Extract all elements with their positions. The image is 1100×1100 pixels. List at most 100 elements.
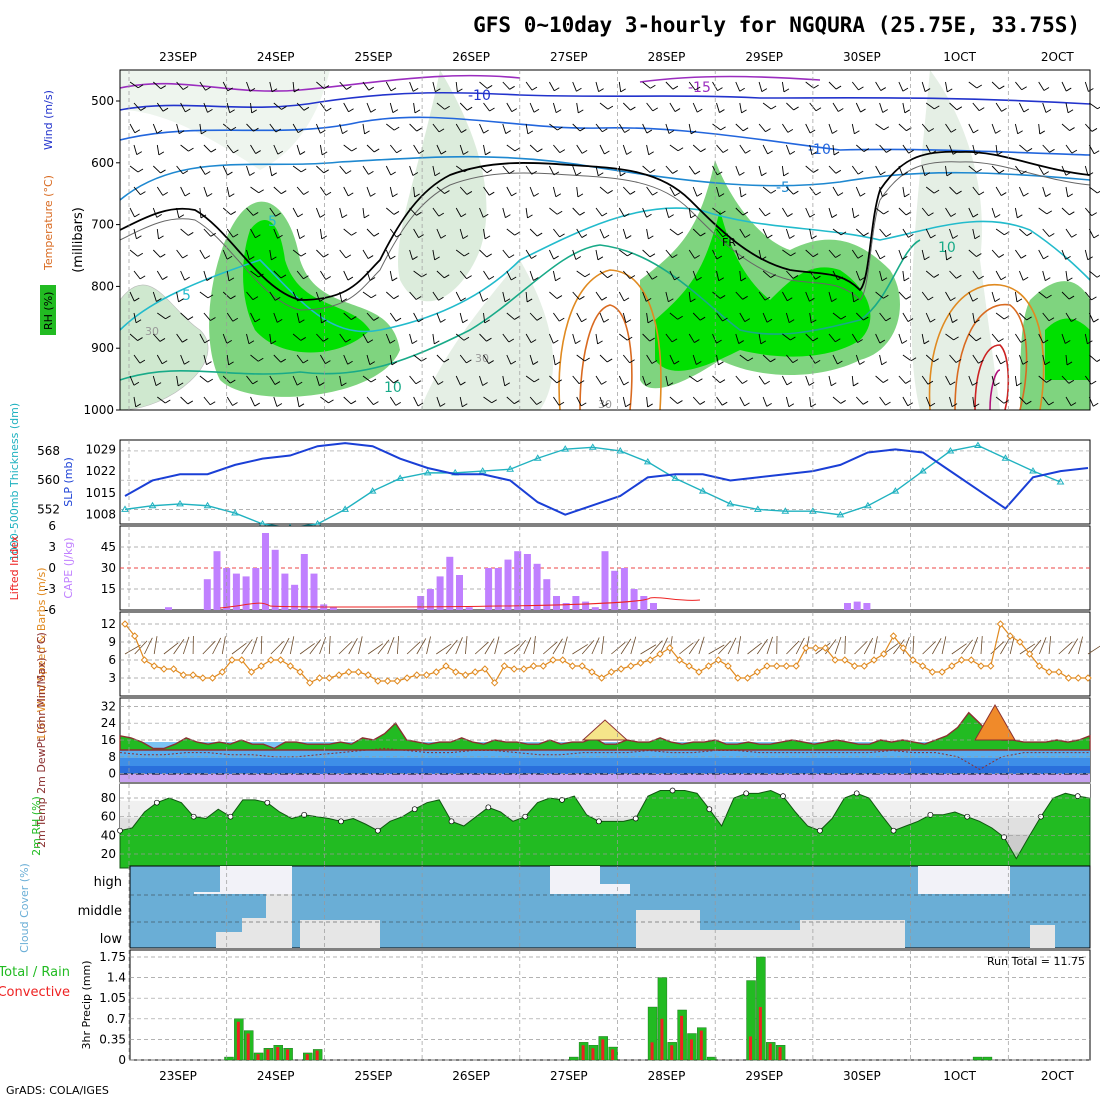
wind-barb <box>925 354 934 363</box>
wind10-barb <box>445 639 458 655</box>
wind-barb-flag <box>1016 298 1023 303</box>
wind-barb-flag <box>1093 318 1099 323</box>
wind-barb <box>945 123 952 133</box>
wind-barb <box>1038 249 1044 260</box>
wind-barb-flag <box>443 358 450 363</box>
wind-barb <box>1084 207 1093 216</box>
wind-barb-flag <box>934 105 940 110</box>
wind-barb <box>669 354 675 365</box>
wind-barb <box>343 144 352 152</box>
wind-barb-flag <box>323 169 329 174</box>
cloud-row-high: high <box>94 875 122 890</box>
wind-barb-flag <box>536 401 542 405</box>
wind-barb-flag <box>159 338 166 342</box>
wind10-barb <box>630 636 637 655</box>
wind-barb-flag <box>667 382 674 387</box>
wind-barb <box>459 312 464 323</box>
wind-barb <box>669 186 676 196</box>
wind-barb <box>669 102 676 112</box>
y-tick: 560 <box>37 473 60 487</box>
wind-barb <box>921 333 925 344</box>
wind-point <box>704 662 713 670</box>
wind-point <box>218 668 226 676</box>
wind-barb <box>712 375 721 384</box>
rh-point <box>706 806 713 813</box>
y-tick: 6 <box>48 519 56 533</box>
wind-barb-flag <box>677 147 684 152</box>
wind-barb-flag <box>860 108 866 113</box>
cape-label: CAPE (J/kg) <box>62 537 75 598</box>
wind-barb <box>855 228 864 237</box>
wind-barb <box>1019 312 1027 321</box>
wind-barb <box>735 333 740 344</box>
rh-point <box>1074 793 1081 799</box>
wind-barb <box>199 333 205 344</box>
wind-barb <box>716 354 719 365</box>
y-tick: 6 <box>108 653 116 667</box>
wind-barb <box>432 333 435 344</box>
y-tick: 3 <box>48 540 56 554</box>
wind-barb-flag <box>648 151 654 156</box>
wind-barb <box>786 102 794 111</box>
wind-barb <box>968 375 973 386</box>
wind-barb-flag <box>390 87 397 92</box>
wind-barb-flag <box>738 340 744 344</box>
wind-barb-flag <box>1065 171 1072 176</box>
wind-barb-flag <box>949 381 956 386</box>
wind10-barb <box>562 636 568 655</box>
wind-barb-flag <box>603 318 609 323</box>
rh-point <box>117 827 123 834</box>
rh-point <box>927 811 934 818</box>
wind-barb <box>129 207 135 218</box>
wind-barb <box>455 291 462 302</box>
date-label: 30SEP <box>843 50 881 64</box>
wind-barb <box>385 333 391 344</box>
wind-barb <box>921 375 929 385</box>
wind-barb-flag <box>976 253 982 257</box>
wind-barb-flag <box>813 169 819 173</box>
wind-barb <box>432 291 439 301</box>
wind-barb-flag <box>275 297 281 301</box>
wind-barb <box>1084 165 1089 176</box>
wind-barb <box>483 354 490 364</box>
wind-barb-flag <box>604 150 610 155</box>
wind-barb <box>180 312 189 321</box>
wind-barb-flag <box>251 109 257 114</box>
wind-barb-flag <box>697 378 703 383</box>
wind-barb-flag <box>440 318 446 323</box>
wind-barb-flag <box>972 381 978 386</box>
wind-point <box>870 656 878 664</box>
wind-barb <box>483 228 486 239</box>
wind-barb <box>805 375 810 386</box>
wind-barb-flag <box>742 295 748 300</box>
wind-barb <box>785 396 790 407</box>
cape-bar <box>242 576 250 610</box>
wind-barb <box>595 375 602 385</box>
wind-barb-flag <box>690 298 696 303</box>
wind-barb-flag <box>319 213 326 218</box>
wind-barb-flag <box>783 172 789 177</box>
wind-barb <box>152 207 158 218</box>
wind-barb <box>599 312 605 323</box>
wind-barb <box>875 375 884 383</box>
wind-barb <box>828 123 833 134</box>
wind-barb-flag <box>418 318 424 323</box>
wind-barb <box>525 375 535 383</box>
wind-barb-flag <box>155 382 162 386</box>
wind-barb <box>506 270 512 281</box>
wind-point <box>714 656 723 664</box>
wind-barb <box>762 396 768 407</box>
wind-barb <box>157 312 166 320</box>
wind-barb <box>250 228 256 238</box>
wind-barb-flag <box>396 149 402 154</box>
wind-barb-flag <box>347 276 354 281</box>
wind-barb <box>315 123 321 134</box>
wind-barb-flag <box>854 130 860 135</box>
wind-barb-flag <box>789 235 795 239</box>
wind-barb-flag <box>1049 233 1055 237</box>
rh-point <box>780 793 786 799</box>
wind-barb-flag <box>555 109 562 113</box>
wind10-barb <box>659 637 668 655</box>
wind-barb-flag <box>412 256 418 260</box>
wind-barb <box>618 291 625 302</box>
